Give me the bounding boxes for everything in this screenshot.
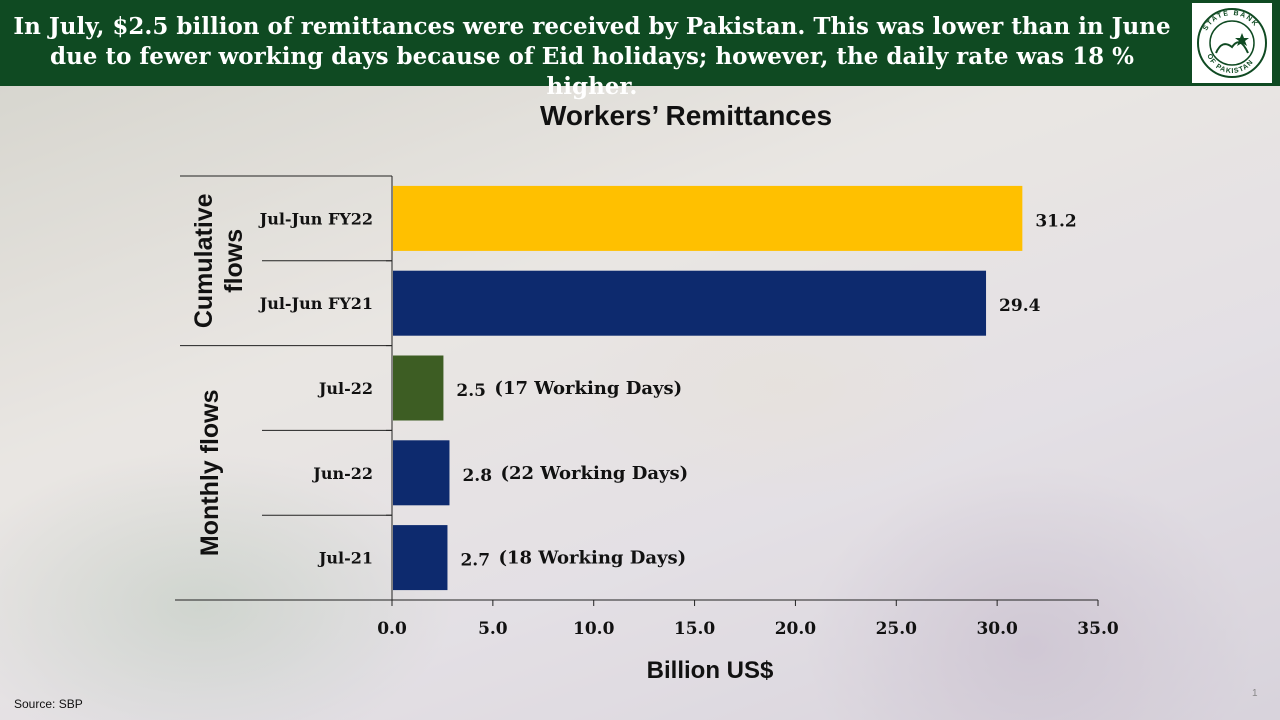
category-label: Jun-22 (311, 464, 373, 483)
bar-jul-jun-fy21 (393, 270, 987, 336)
category-label: Jul-Jun FY22 (258, 209, 373, 228)
bar-jun-22 (393, 440, 450, 506)
x-axis-title: Billion US$ (647, 657, 774, 684)
x-tick-label: 5.0 (478, 619, 508, 639)
headline-line-2: due to fewer working days because of Eid… (50, 43, 1134, 100)
sbp-logo: STATE BANK OF PAKISTAN (1192, 3, 1272, 83)
x-tick-label: 25.0 (876, 619, 918, 639)
group-label: Monthly flows (196, 389, 224, 556)
value-label: 2.8 (462, 466, 492, 486)
bar-jul-jun-fy22 (393, 185, 1023, 251)
value-label: 29.4 (999, 296, 1041, 316)
category-label: Jul-Jun FY21 (258, 294, 373, 313)
x-tick-label: 35.0 (1077, 619, 1119, 639)
x-tick-label: 20.0 (775, 619, 817, 639)
source-note: Source: SBP (14, 697, 83, 711)
value-label: 2.5 (456, 381, 486, 401)
page-number: 1 (1252, 688, 1258, 699)
bar-jul-21 (393, 525, 448, 591)
bar-jul-22 (393, 355, 444, 421)
headline-line-1: In July, $2.5 billion of remittances wer… (13, 13, 1171, 40)
x-tick-label: 10.0 (573, 619, 615, 639)
x-tick-label: 0.0 (377, 619, 407, 639)
working-days-note: (18 Working Days) (498, 548, 686, 569)
x-tick-label: 30.0 (976, 619, 1018, 639)
category-label: Jul-21 (317, 549, 373, 568)
value-label: 2.7 (460, 551, 490, 571)
group-label: Cumulativeflows (190, 193, 248, 328)
sbp-seal-icon: STATE BANK OF PAKISTAN (1197, 8, 1267, 78)
headline-banner: In July, $2.5 billion of remittances wer… (0, 0, 1280, 100)
value-label: 31.2 (1035, 211, 1076, 231)
working-days-note: (22 Working Days) (500, 463, 688, 484)
working-days-note: (17 Working Days) (494, 378, 682, 399)
x-tick-label: 15.0 (674, 619, 716, 639)
category-label: Jul-22 (317, 379, 373, 398)
chart-title: Workers’ Remittances (539, 100, 833, 131)
headline-text: In July, $2.5 billion of remittances wer… (12, 12, 1172, 102)
